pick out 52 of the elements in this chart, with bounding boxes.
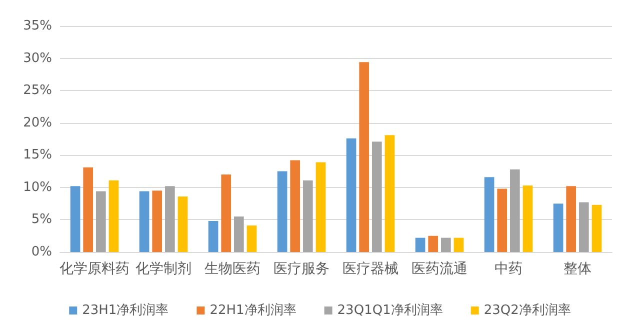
y-tick-label: 25% (23, 83, 52, 98)
bar (415, 238, 426, 252)
y-tick-label: 30% (23, 50, 52, 66)
x-tick-label: 化学制剂 (136, 261, 192, 277)
x-tick-label: 医疗服务 (274, 261, 330, 277)
legend-label: 23Q2净利润率 (484, 302, 571, 318)
y-tick-label: 5% (31, 212, 52, 228)
bar (221, 174, 232, 252)
bar (384, 135, 395, 252)
bar (566, 186, 576, 252)
bar (372, 142, 382, 252)
bar (152, 190, 162, 252)
bar (454, 238, 464, 252)
x-tick-label: 生物医药 (204, 261, 260, 277)
bar (316, 162, 326, 252)
bar (428, 236, 438, 252)
bar (484, 177, 494, 252)
y-tick-label: 0% (31, 244, 52, 260)
bar (592, 204, 602, 252)
legend-label: 22H1净利润率 (210, 302, 296, 318)
x-tick-label: 医疗器械 (342, 261, 398, 277)
y-tick-label: 20% (23, 115, 52, 130)
bar (440, 238, 451, 252)
bar (359, 62, 370, 252)
bar (290, 160, 300, 252)
bar (96, 191, 106, 252)
x-tick-label: 医药流通 (412, 261, 468, 277)
bar (346, 138, 356, 252)
bar (553, 204, 564, 252)
bar (208, 221, 218, 252)
bar (139, 191, 150, 252)
bar (246, 226, 257, 252)
bar (108, 180, 119, 252)
y-tick-label: 35% (23, 18, 52, 34)
x-tick-label: 整体 (564, 261, 592, 277)
bar (510, 169, 520, 252)
bar (302, 180, 313, 252)
bar (83, 167, 94, 252)
y-tick-label: 10% (23, 180, 52, 195)
bar (277, 171, 288, 252)
bar (578, 202, 589, 252)
bar (70, 186, 80, 252)
bar (522, 185, 533, 252)
legend-label: 23H1净利润率 (82, 302, 169, 318)
x-tick-label: 中药 (494, 261, 522, 277)
bar (234, 216, 244, 252)
bar (178, 196, 188, 252)
bar (497, 188, 508, 252)
y-tick-label: 15% (23, 148, 52, 163)
legend-label: 23Q1Q1净利润率 (337, 302, 443, 318)
x-tick-label: 化学原料药 (60, 261, 130, 277)
bar (164, 186, 175, 252)
